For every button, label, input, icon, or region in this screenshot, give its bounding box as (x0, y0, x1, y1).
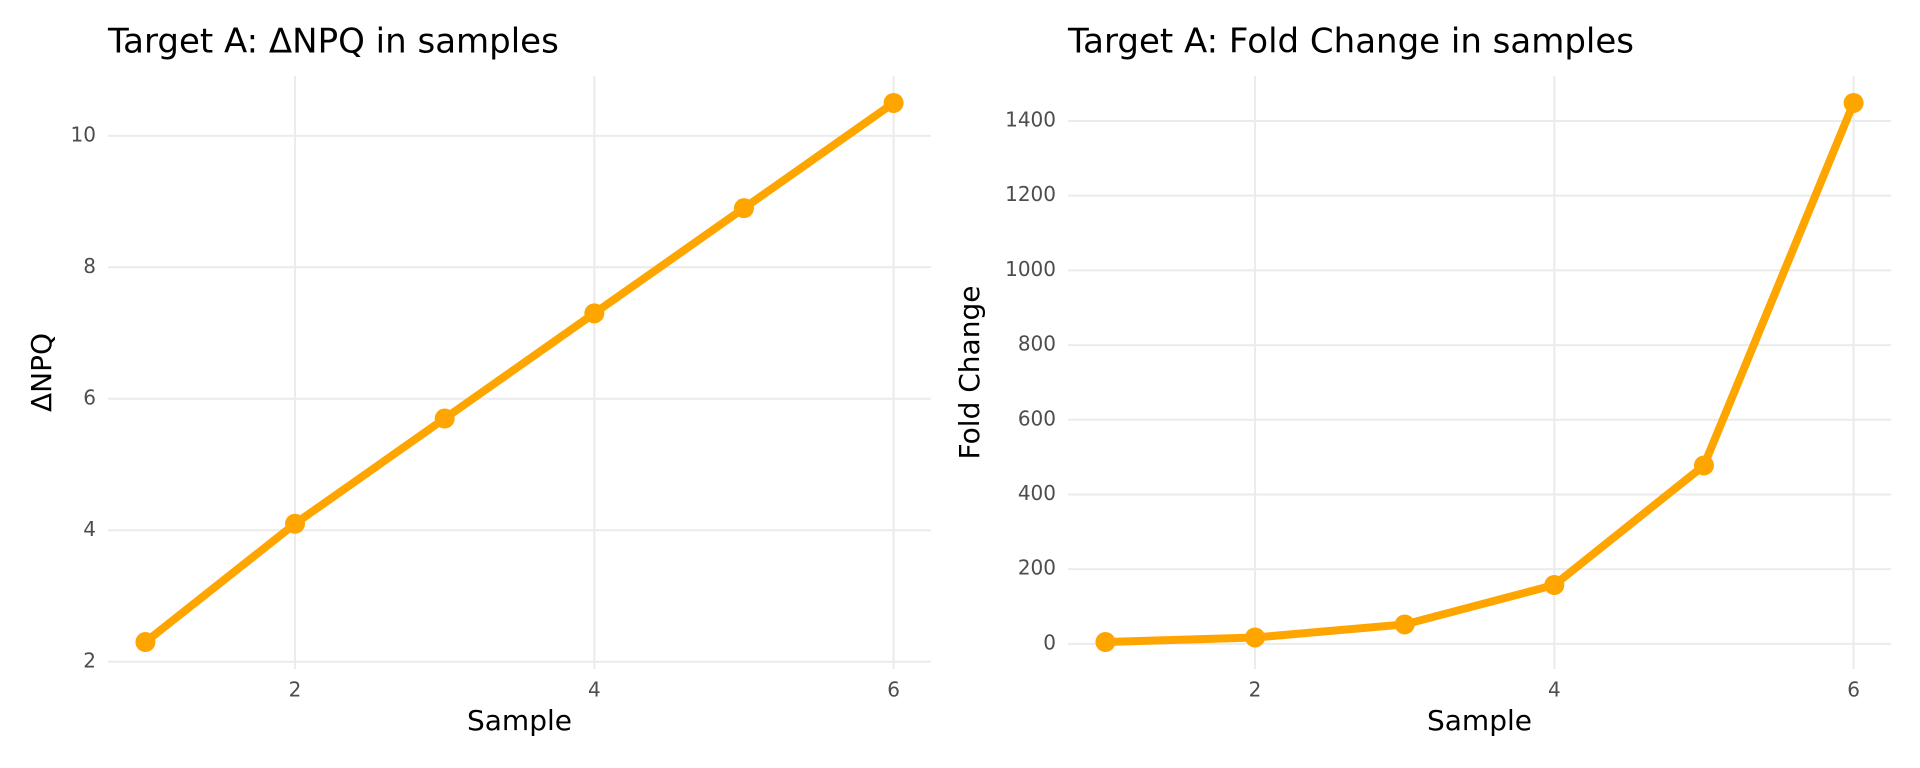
point (1843, 92, 1864, 113)
x-tick-label: 2 (289, 678, 302, 702)
point (1693, 455, 1714, 476)
y-axis-title: ΔNPQ (25, 333, 58, 412)
point (1095, 632, 1116, 653)
y-tick-label: 0 (1043, 630, 1056, 654)
point (434, 408, 455, 429)
y-tick-label: 200 (1018, 556, 1056, 580)
y-tick-label: 1200 (1005, 182, 1056, 206)
y-tick-label: 1000 (1005, 257, 1056, 281)
line (142, 99, 896, 646)
point (1245, 627, 1266, 648)
chart-title: Target A: Fold Change in samples (1067, 22, 1634, 62)
x-tick-label: 6 (1847, 678, 1860, 702)
line (1105, 101, 1858, 647)
point (285, 513, 306, 534)
point (1394, 614, 1415, 635)
x-axis-title: Sample (1427, 704, 1532, 737)
point (883, 92, 904, 113)
x-tick-label: 2 (1249, 678, 1262, 702)
y-tick-label: 600 (1018, 406, 1056, 430)
y-tick-label: 400 (1018, 481, 1056, 505)
point (733, 198, 754, 219)
y-tick-label: 10 (71, 122, 96, 146)
y-tick-label: 1400 (1005, 107, 1056, 131)
chart-title: Target A: ΔNPQ in samples (107, 22, 559, 62)
y-tick-label: 8 (83, 254, 96, 278)
x-tick-label: 4 (588, 678, 601, 702)
y-axis-title: Fold Change (953, 286, 986, 460)
y-tick-label: 6 (83, 385, 96, 409)
y-tick-label: 2 (83, 648, 96, 672)
y-tick-label: 800 (1018, 332, 1056, 356)
point (135, 632, 156, 653)
x-tick-label: 4 (1548, 678, 1561, 702)
x-axis-title: Sample (467, 704, 572, 737)
x-tick-label: 6 (887, 678, 900, 702)
point (1544, 575, 1565, 596)
y-tick-label: 4 (83, 517, 96, 541)
point (584, 303, 605, 324)
